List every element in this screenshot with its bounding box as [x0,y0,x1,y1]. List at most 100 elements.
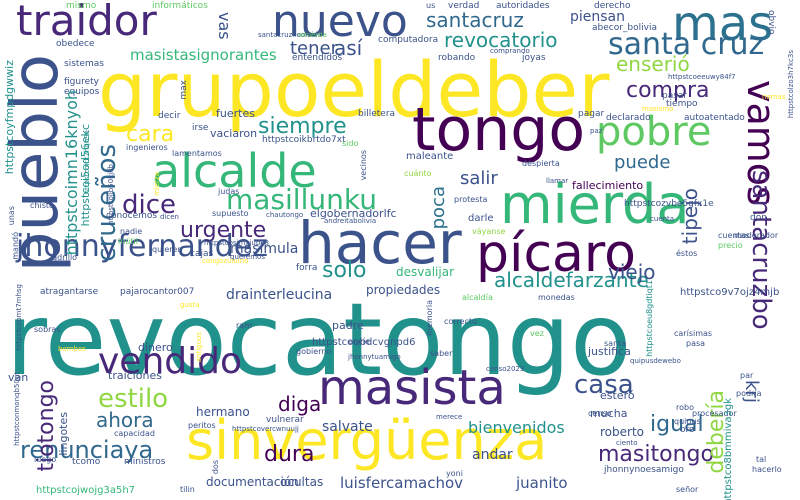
word-puede: puede [614,152,671,173]
word-cajas: cajas [190,249,214,259]
word-cuanto: cuánto [404,169,432,178]
word-renunciaya: renunciaya [20,436,154,464]
word-robando: robando [438,53,476,63]
word-vendido: vendido [98,341,242,382]
word-nomas: nomas [762,93,786,101]
word-podria: podría [736,389,762,398]
word-saber: saber [430,349,453,358]
word-vez: vez [530,329,544,338]
word-verdad: verdad [448,1,480,11]
word-pasa: pasa [686,339,706,348]
word-tiempo: tiempo [666,99,698,109]
word-capacidad: capacidad [114,429,155,438]
word-masista: masista [318,360,506,416]
word-memoria: memoria [425,300,434,336]
word-masillunku: masillunku [226,183,377,216]
word-inutil: inútil [118,237,138,246]
word-httpstcovercwnuujj: httpstcovercwnuujj [232,425,299,433]
word-dicen: dicen [160,213,179,221]
word-picaro: pícaro [476,224,636,284]
word-quipusdewebo: quipusdewebo [630,357,681,365]
word-cuenta: cuenta [650,215,675,223]
word-pagar: pagar [578,109,605,119]
word-poca: poca [428,186,449,230]
word-forra: forra [296,263,318,273]
word-peritos: peritos [188,421,216,430]
word-despierta: despierta [522,159,560,168]
word-pasar: pasar [662,91,688,101]
word-tal: tal [756,455,767,464]
word-tcomo: tcomo [72,457,101,467]
word-lamentamos: lamentamos [172,149,222,158]
word-entendidos: entendidos [292,53,343,63]
word-llamar: llamar [546,177,569,185]
word-ahora: ahora [96,408,154,432]
word-declarado: declarado [606,113,651,123]
word-senor: señor [676,485,699,494]
word-santa: santa [604,339,627,348]
word-yoni: yoni [446,469,463,478]
word-httpstcoimn16knyoh: httpstcoimn16knyoh [62,90,81,256]
word-igual: igual [650,412,704,437]
word-masistasignorantes: masistasignorantes [130,46,277,64]
word-revocatongo: revocatongo [6,281,632,398]
word-salir: salir [460,168,498,189]
word-vulnerar: vulnerar [266,415,304,425]
word-sistemas: sistemas [64,59,104,69]
word-merece: merece [436,413,463,421]
word-emierda: emierda [298,31,327,39]
word-masimula: masimula [230,241,299,257]
word-sinverguenza: sinvergüenza [186,409,548,472]
word-queremos: queremos [230,253,265,261]
word-casa: casa [574,370,634,400]
word-alcaldia: alcaldía [462,293,493,302]
word-gobierno: gobierno [296,347,332,356]
word-quipus: quipus [674,417,701,426]
word-abecor_bolivia: abecor_bolivia [592,23,657,33]
word-fuertes: fuertes [216,107,255,120]
word-tipejo: tipejo [678,188,702,245]
word-drainterleucina: drainterleucina [226,287,333,303]
word-us: us [426,1,436,10]
word-dice: dice [122,190,177,220]
word-elgobernadorlfc: elgobernadorlfc [310,207,397,220]
word-andar: andar [472,447,513,463]
word-httpstcoirk7hqn9e: httpstcoirk7hqn9e [83,130,91,195]
word-protesta: protesta [454,195,488,204]
word-documentacion: documentación [206,475,299,489]
word-revocatorio: revocatorio [444,28,558,52]
word-ensenio: enserió [616,52,690,76]
word-atragantarse: atragantarse [40,287,99,297]
word-httpstco8bmmiva3gk: httpstco8bmmiva3gk [723,398,734,500]
word-obvio: obvio [766,10,776,35]
word-santa-cruz: santa cruz [608,27,765,62]
word-autoatentado: autoatentado [684,113,745,123]
word-bombos: bombos [58,345,86,353]
word-mas: mas [672,0,774,52]
word-luisfercamachov: luisfercamachov [340,474,464,492]
word-estero: esteró [600,389,635,402]
word-httpstcozvbe5gfx1e: httpstcozvbe5gfx1e [624,199,714,209]
word-traiciones: traiciones [108,369,162,382]
word-asi: así [334,36,363,60]
word-compra: compra [626,78,710,103]
word-derecho: derecho [594,1,631,11]
word-don: don [750,213,767,223]
word-bienvenidos: bienvenidos [468,418,565,437]
word-oro: oro [680,425,695,435]
word-chiste: chiste [30,201,54,210]
word-obedece: obedece [56,39,95,49]
word-unas: unas [7,206,16,226]
word-vamos: vamos [739,80,783,206]
word-darle: darle [468,213,494,224]
word-mierda: mierda [500,173,690,236]
word-vayanse: váyanse [472,227,506,236]
word-justifica: justifica [588,345,631,358]
word-correcto: correcto [444,317,477,326]
word-vaciaron: vaciaron [210,127,258,140]
word-httpstcoiib50kjlfb: httpstcoiib50kjlfb [107,164,115,225]
word-alcaldefarzante: alcaldefarzante [494,268,649,292]
word-congozuluino: congozuluino [202,257,249,265]
word-joyas: joyas [522,53,546,63]
